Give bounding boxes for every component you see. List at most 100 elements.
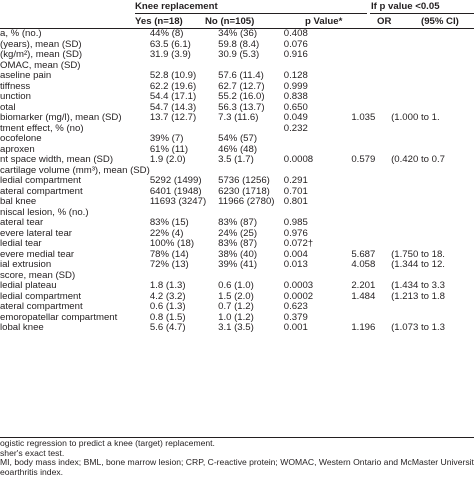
row-label: ateral tear xyxy=(0,218,44,228)
cell-yes xyxy=(150,166,218,177)
footnote-2: sher's exact test. xyxy=(0,448,65,458)
table-row: ledial tear 100% (18) 83% (87) 0.072† xyxy=(0,239,474,250)
cell-yes: 44% (8) xyxy=(149,29,184,39)
cell-pvalue: 0.004 xyxy=(283,249,308,260)
table-row: cartilage volume (mm³), mean (SD) xyxy=(0,166,474,177)
table-row: ledial compartment 5292 (1499) 5736 (1256)… xyxy=(0,176,474,187)
cell-ci xyxy=(391,134,474,145)
cell-no: 5736 (1256) xyxy=(218,176,270,186)
row-label: unction xyxy=(0,92,31,102)
cell-no: 83% (87) xyxy=(218,239,258,249)
cell-ci xyxy=(391,166,474,177)
cell-no xyxy=(218,124,284,135)
cell-yes: 4.2 (3.2) xyxy=(149,291,186,302)
cell-yes: 72% (13) xyxy=(149,260,189,270)
cell-or xyxy=(351,61,391,72)
row-label: ledial compartment xyxy=(0,291,82,302)
table-row: bal knee 11693 (3247) 11966 (2780) 0.801 xyxy=(0,197,474,208)
cell-yes: 54.7 (14.3) xyxy=(149,102,197,113)
table-row: biomarker (mg/l), mean (SD) 13.7 (12.7) 7.… xyxy=(0,113,474,124)
cell-yes: 6401 (1948) xyxy=(149,186,202,197)
cell-or xyxy=(351,176,391,187)
cell-ci xyxy=(391,124,474,135)
cell-or xyxy=(351,145,391,156)
cell-pvalue: 0.076 xyxy=(283,39,308,50)
cell-no xyxy=(218,208,284,219)
cell-yes: 63.5 (6.1) xyxy=(149,39,191,50)
cell-yes: 61% (11) xyxy=(149,144,189,155)
table-row: lobal knee 5.6 (4.7) 3.1 (3.5) 0.001 1.196 (1… xyxy=(0,323,474,334)
table-row: otal 54.7 (14.3) 56.3 (13.7) 0.650 xyxy=(0,103,474,114)
table-row: tment effect, % (no) 0.232 xyxy=(0,124,474,135)
table-row: ial extrusion 72% (13) 39% (41) 0.013 4.058 (… xyxy=(0,260,474,271)
cell-ci xyxy=(391,40,474,51)
cell-yes: 39% (7) xyxy=(149,134,184,144)
cell-ci xyxy=(391,82,474,93)
cell-ci xyxy=(391,176,474,187)
cell-or xyxy=(351,229,391,240)
cell-pvalue: 0.999 xyxy=(283,81,308,92)
table-row: aseline pain 52.8 (10.9) 57.6 (11.4) 0.128 xyxy=(0,71,474,82)
cell-yes: 5.6 (4.7) xyxy=(149,323,186,333)
cell-no: 1.5 (2.0) xyxy=(218,291,254,302)
row-label: nt space width, mean (SD) xyxy=(0,155,114,165)
cell-yes: 22% (4) xyxy=(149,228,184,239)
cell-no: 46% (48) xyxy=(218,144,258,155)
row-label: score, mean (SD) xyxy=(0,270,76,281)
table-row: evere lateral tear 22% (4) 24% (25) 0.976 xyxy=(0,229,474,240)
cell-ci: (1.213 to 1.8 xyxy=(391,291,445,302)
cell-yes: 11693 (3247) xyxy=(149,197,207,207)
cell-pvalue: 0.0003 xyxy=(283,281,314,291)
row-label: tment effect, % (no) xyxy=(0,123,84,134)
cell-no: 39% (41) xyxy=(218,260,258,270)
cell-no: 1.0 (1.2) xyxy=(218,312,254,323)
cell-no: 59.8 (8.4) xyxy=(218,39,260,50)
table-row: ocofelone 39% (7) 54% (57) xyxy=(0,134,474,145)
cell-or xyxy=(351,187,391,198)
row-label: ateral compartment xyxy=(0,186,83,197)
col-header-no: No (n=105) xyxy=(205,16,255,27)
cell-no xyxy=(218,61,284,72)
table-row: (years), mean (SD) 63.5 (6.1) 59.8 (8.4) 0.… xyxy=(0,40,474,51)
cell-or: 4.058 xyxy=(351,260,376,270)
cell-or xyxy=(351,271,391,282)
cell-pvalue: 0.013 xyxy=(283,260,308,270)
cell-no: 0.6 (1.0) xyxy=(218,281,254,291)
cell-pvalue xyxy=(284,61,352,72)
row-label: (years), mean (SD) xyxy=(0,39,82,50)
cell-no: 83% (87) xyxy=(218,218,258,228)
cell-no: 3.5 (1.7) xyxy=(218,155,254,165)
cell-no xyxy=(218,271,284,282)
cell-ci xyxy=(391,197,474,208)
footnotes: ogistic regression to predict a knee (ta… xyxy=(0,439,474,478)
row-label: OMAC, mean (SD) xyxy=(0,60,81,71)
row-label: ocofelone xyxy=(0,134,42,144)
footnote-4: eoarthritis index. xyxy=(0,468,64,478)
col-header-yes: Yes (n=18) xyxy=(135,16,183,27)
row-label: evere medial tear xyxy=(0,249,75,260)
group-header-regression: If p value <0.05 xyxy=(371,1,440,12)
cell-yes: 1.8 (1.3) xyxy=(149,281,186,291)
cell-pvalue: 0.0008 xyxy=(283,155,314,165)
cell-no: 7.3 (11.6) xyxy=(218,113,259,123)
cell-pvalue: 0.801 xyxy=(283,197,308,207)
row-label: a, % (no.) xyxy=(0,29,42,39)
cell-or: 0.579 xyxy=(351,155,376,165)
cell-yes xyxy=(150,208,218,219)
cell-no: 62.7 (12.7) xyxy=(218,81,265,92)
group-header-knee-replacement: Knee replacement xyxy=(135,1,218,12)
cell-pvalue xyxy=(284,134,352,145)
cell-or: 5.687 xyxy=(351,249,376,260)
table-row: ateral compartment 6401 (1948) 6230 (1718)… xyxy=(0,187,474,198)
cell-ci xyxy=(391,208,474,219)
cell-yes: 83% (15) xyxy=(149,218,189,228)
table-row: ateral tear 83% (15) 83% (87) 0.985 xyxy=(0,218,474,229)
cell-or xyxy=(351,82,391,93)
cell-ci: (0.420 to 0.7 xyxy=(391,155,445,165)
cell-pvalue xyxy=(284,145,352,156)
cell-or xyxy=(351,166,391,177)
table-row: unction 54.4 (17.1) 55.2 (16.0) 0.838 xyxy=(0,92,474,103)
top-rule-regression xyxy=(370,13,474,14)
cell-or xyxy=(351,208,391,219)
cell-ci xyxy=(391,271,474,282)
